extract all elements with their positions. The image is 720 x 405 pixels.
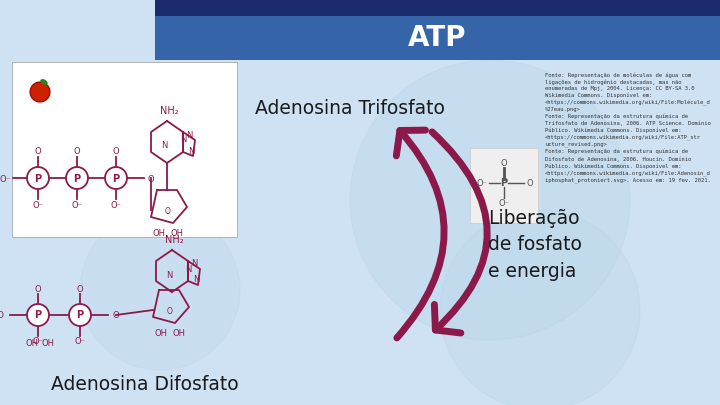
- Circle shape: [30, 82, 50, 102]
- Text: P: P: [500, 178, 508, 188]
- Text: N: N: [180, 136, 186, 145]
- Text: N: N: [161, 141, 167, 151]
- Circle shape: [440, 210, 640, 405]
- Text: O⁻: O⁻: [0, 175, 11, 183]
- Text: HO: HO: [0, 311, 4, 320]
- Circle shape: [27, 304, 49, 326]
- Text: P: P: [35, 311, 42, 320]
- Text: ATP: ATP: [408, 24, 467, 52]
- Text: O⁻: O⁻: [477, 179, 487, 188]
- Text: N: N: [185, 264, 192, 273]
- Text: P: P: [76, 311, 84, 320]
- Text: O⁻: O⁻: [32, 200, 43, 209]
- Text: O⁻: O⁻: [71, 200, 83, 209]
- Text: N: N: [186, 130, 192, 139]
- Circle shape: [350, 60, 630, 340]
- Text: O: O: [73, 147, 81, 156]
- Text: P: P: [112, 173, 120, 183]
- Text: P: P: [73, 173, 81, 183]
- Text: Liberação
de fosfato
e energia: Liberação de fosfato e energia: [488, 209, 582, 281]
- Text: OH: OH: [42, 339, 55, 347]
- Circle shape: [105, 167, 127, 189]
- Text: N: N: [166, 271, 172, 279]
- Text: Adenosina Trifosfato: Adenosina Trifosfato: [255, 98, 445, 117]
- Text: O⁻: O⁻: [74, 337, 86, 347]
- Text: O⁻: O⁻: [498, 200, 510, 209]
- Text: N: N: [188, 147, 194, 156]
- Text: O: O: [165, 207, 171, 217]
- Text: O: O: [148, 175, 154, 183]
- Text: OH: OH: [173, 328, 186, 337]
- Text: O: O: [77, 284, 84, 294]
- Bar: [155, 16, 720, 60]
- Text: O: O: [500, 158, 508, 168]
- Circle shape: [27, 167, 49, 189]
- Bar: [12, 62, 237, 237]
- Text: OH: OH: [25, 339, 38, 347]
- Text: O⁻: O⁻: [110, 200, 122, 209]
- Bar: [155, 0, 720, 16]
- FancyArrowPatch shape: [432, 132, 487, 333]
- Text: O: O: [35, 147, 41, 156]
- Text: Adenosina Difosfato: Adenosina Difosfato: [51, 375, 239, 394]
- FancyArrowPatch shape: [396, 130, 444, 338]
- Text: N: N: [191, 260, 197, 269]
- Text: O: O: [35, 284, 41, 294]
- Text: O: O: [113, 147, 120, 156]
- Ellipse shape: [40, 79, 48, 85]
- Bar: [470, 148, 538, 223]
- Text: O: O: [167, 307, 173, 316]
- Text: OH: OH: [155, 328, 168, 337]
- Text: O⁻: O⁻: [32, 337, 43, 347]
- Text: Fonte: Representação de moléculas de água com
ligações de hidrogênio destacadas,: Fonte: Representação de moléculas de águ…: [545, 72, 711, 183]
- Circle shape: [80, 210, 240, 370]
- Text: O: O: [527, 179, 534, 188]
- Circle shape: [69, 304, 91, 326]
- Text: OH: OH: [153, 228, 166, 237]
- Text: P: P: [35, 173, 42, 183]
- Text: N: N: [193, 275, 199, 284]
- Text: OH: OH: [171, 228, 184, 237]
- Circle shape: [66, 167, 88, 189]
- Text: NH₂: NH₂: [165, 235, 184, 245]
- Text: NH₂: NH₂: [160, 106, 179, 116]
- Text: O: O: [113, 311, 120, 320]
